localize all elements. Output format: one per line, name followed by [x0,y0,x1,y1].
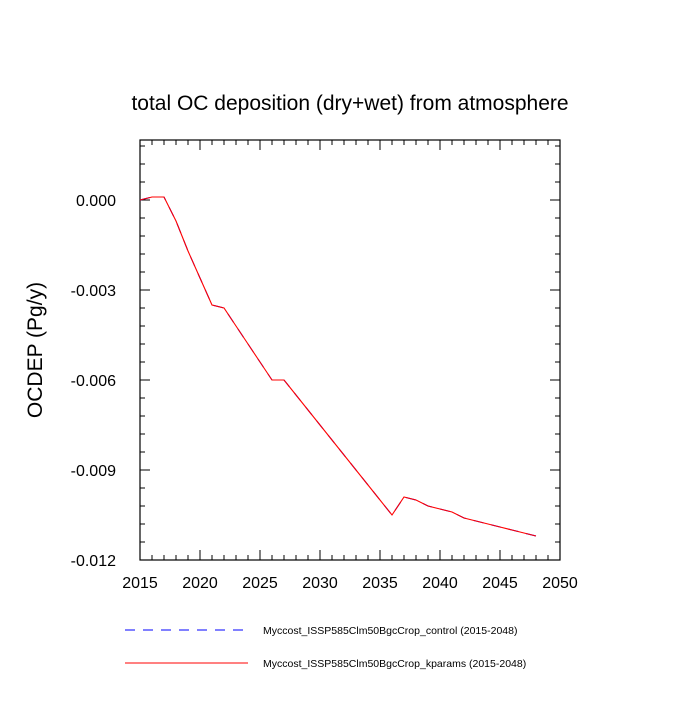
x-tick-label: 2020 [182,575,218,592]
y-tick-label: -0.006 [71,373,116,390]
legend: Myccost_ISSP585Clm50BgcCrop_control (201… [125,625,526,670]
x-tick-label: 2030 [302,575,338,592]
series-layer [139,196,537,537]
plot-frame [139,139,561,561]
x-tick-label: 2035 [362,575,398,592]
y-tick-label: -0.009 [71,463,116,480]
legend-label: Myccost_ISSP585Clm50BgcCrop_kparams (201… [263,658,526,670]
legend-label: Myccost_ISSP585Clm50BgcCrop_control (201… [263,625,517,637]
axes: 2015 2020 2025 2030 2035 2040 2045 2050 0.000 -0.… [71,139,578,592]
series-line-kparams [139,196,537,537]
chart-title: total OC deposition (dry+wet) from atmos… [131,92,568,115]
y-tick-label: -0.012 [71,553,116,570]
x-tick-label: 2045 [482,575,518,592]
x-tick-label: 2050 [542,575,578,592]
series-line-control [139,196,537,537]
y-axis-label: OCDEP (Pg/y) [24,282,47,418]
x-tick-label: 2015 [122,575,158,592]
y-tick-label: 0.000 [76,193,116,210]
y-tick-label: -0.003 [71,283,116,300]
x-tick-label: 2040 [422,575,458,592]
x-tick-label: 2025 [242,575,278,592]
